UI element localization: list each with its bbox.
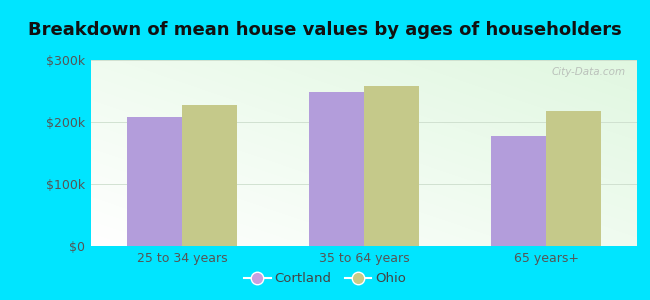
Bar: [309, 92, 364, 246]
Bar: [364, 86, 419, 246]
Bar: [182, 105, 237, 246]
Text: City-Data.com: City-Data.com: [552, 68, 626, 77]
Bar: [546, 111, 601, 246]
Bar: [491, 136, 546, 246]
Text: Breakdown of mean house values by ages of householders: Breakdown of mean house values by ages o…: [28, 21, 622, 39]
Legend: Cortland, Ohio: Cortland, Ohio: [239, 267, 411, 290]
Bar: [127, 117, 182, 246]
